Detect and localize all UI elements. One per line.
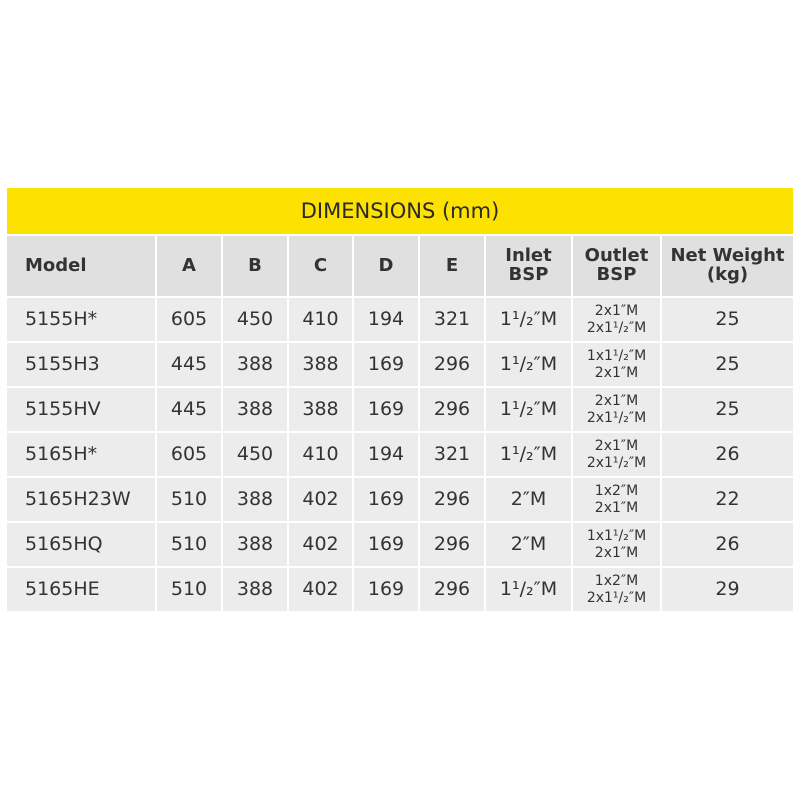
table-cell: 5155HV [7,388,155,431]
table-cell: 29 [662,568,793,611]
header-cell: B [223,236,287,296]
table-cell: 22 [662,478,793,521]
table-cell: 169 [354,478,418,521]
table-cell: 388 [223,343,287,386]
table-cell: 26 [662,523,793,566]
cell-line: 2x1″M [594,364,639,381]
header-cell: D [354,236,418,296]
table-cell: 402 [289,478,352,521]
table-cell: 388 [223,568,287,611]
table-cell: 5165H* [7,433,155,476]
cell-line: Inlet [505,245,552,267]
table-cell: 388 [223,478,287,521]
table: Model A B C D E Inlet BSP Outlet BSP Net Weight (kg… [7,236,793,611]
cell-line: 2x1¹/₂″M [586,319,647,336]
cell-line: 2x1″M [594,438,639,455]
header-cell: E [420,236,484,296]
cell-line: Outlet [584,245,649,267]
table-cell: 2x1″M 2x1¹/₂″M [573,388,660,431]
table-cell: 410 [289,433,352,476]
table-cell: 5155H* [7,298,155,341]
table-cell: 1¹/₂″M [486,388,571,431]
table-cell: 2″M [486,523,571,566]
table-cell: 194 [354,298,418,341]
header-cell: Inlet BSP [486,236,571,296]
header-cell: C [289,236,352,296]
header-cell: Model [7,236,155,296]
table-cell: 388 [223,388,287,431]
table-cell: 1x1¹/₂″M 2x1″M [573,343,660,386]
table-title: DIMENSIONS (mm) [7,188,793,234]
table-cell: 25 [662,388,793,431]
cell-line: BSP [596,264,637,285]
table-cell: 510 [157,478,221,521]
table-cell: 1x2″M 2x1″M [573,478,660,521]
table-cell: 1¹/₂″M [486,298,571,341]
table-cell: 605 [157,298,221,341]
cell-line: 2x1″M [594,393,639,410]
table-cell: 1¹/₂″M [486,343,571,386]
cell-line: 2x1¹/₂″M [586,454,647,471]
header-cell: Net Weight (kg) [662,236,793,296]
table-cell: 1x1¹/₂″M 2x1″M [573,523,660,566]
table-cell: 5155H3 [7,343,155,386]
cell-line: 1x1¹/₂″M [586,348,647,365]
table-cell: 1x2″M 2x1¹/₂″M [573,568,660,611]
table-cell: 5165HE [7,568,155,611]
cell-line: BSP [508,264,549,285]
cell-line: 2x1″M [594,544,639,561]
table-cell: 296 [420,388,484,431]
table-cell: 510 [157,568,221,611]
cell-line: 1x2″M [594,483,639,500]
table-cell: 169 [354,388,418,431]
table-cell: 194 [354,433,418,476]
table-cell: 296 [420,343,484,386]
table-cell: 169 [354,343,418,386]
table-cell: 388 [289,388,352,431]
table-cell: 25 [662,298,793,341]
cell-line: Net Weight [670,245,785,267]
table-cell: 410 [289,298,352,341]
cell-line: 1x2″M [594,573,639,590]
cell-line: 2x1″M [594,499,639,516]
table-cell: 169 [354,523,418,566]
table-cell: 450 [223,298,287,341]
table-cell: 388 [289,343,352,386]
table-cell: 5165H23W [7,478,155,521]
table-cell: 2x1″M 2x1¹/₂″M [573,433,660,476]
table-cell: 2x1″M 2x1¹/₂″M [573,298,660,341]
cell-line: 2x1″M [594,303,639,320]
table-cell: 402 [289,523,352,566]
cell-line: 1x1¹/₂″M [586,528,647,545]
table-cell: 321 [420,433,484,476]
table-cell: 388 [223,523,287,566]
header-cell: A [157,236,221,296]
table-cell: 296 [420,568,484,611]
table-cell: 2″M [486,478,571,521]
table-cell: 5165HQ [7,523,155,566]
table-cell: 510 [157,523,221,566]
table-cell: 450 [223,433,287,476]
cell-line: (kg) [706,264,749,285]
table-cell: 445 [157,388,221,431]
table-cell: 26 [662,433,793,476]
table-cell: 169 [354,568,418,611]
table-cell: 605 [157,433,221,476]
cell-line: 2x1¹/₂″M [586,409,647,426]
table-cell: 402 [289,568,352,611]
table-cell: 25 [662,343,793,386]
table-cell: 445 [157,343,221,386]
table-cell: 296 [420,478,484,521]
table-cell: 1¹/₂″M [486,433,571,476]
table-cell: 321 [420,298,484,341]
header-cell: Outlet BSP [573,236,660,296]
table-cell: 1¹/₂″M [486,568,571,611]
cell-line: 2x1¹/₂″M [586,589,647,606]
table-cell: 296 [420,523,484,566]
